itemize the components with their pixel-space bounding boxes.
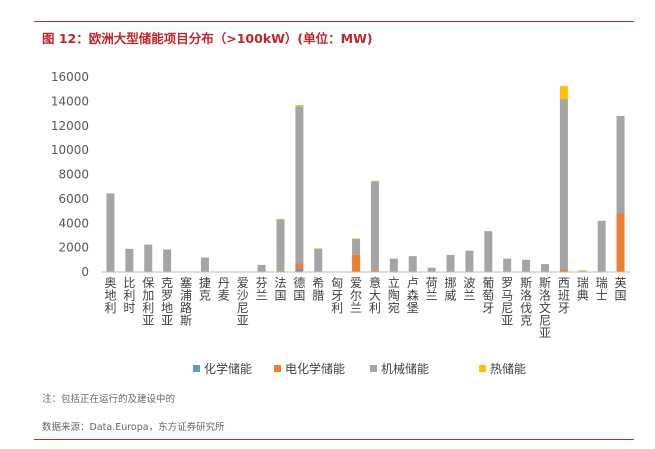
bar-segment <box>522 259 531 272</box>
bar-segment <box>144 244 153 272</box>
x-tick-label: 斯洛文尼亚 <box>539 276 551 340</box>
bar-segment <box>446 254 455 272</box>
x-tick-label: 塞浦路斯 <box>180 275 192 328</box>
bar-segment <box>352 238 361 240</box>
legend-label: 化学储能 <box>204 361 252 376</box>
bar-segment <box>370 181 379 271</box>
bar-segment <box>559 269 568 272</box>
bar-segment <box>295 105 304 107</box>
bar-segment <box>578 270 587 272</box>
header-rule <box>34 21 634 22</box>
bar-segment <box>408 256 417 272</box>
bar-segment <box>616 213 625 272</box>
bar-segment <box>370 270 379 272</box>
x-tick-label: 挪威 <box>445 276 457 303</box>
bar-segment <box>295 263 304 269</box>
x-axis-labels: 奥地利比利时保加利亚克罗地亚塞浦路斯捷克丹麦爱沙尼亚芬兰法国德国希腊匈牙利爱尔兰… <box>104 275 626 340</box>
x-tick-label: 波兰 <box>463 276 475 303</box>
x-tick-label: 西班牙 <box>558 276 570 315</box>
bar-segment <box>616 116 625 214</box>
y-tick-label: 2000 <box>58 241 89 255</box>
x-tick-label: 卢森堡 <box>407 275 419 315</box>
x-tick-label: 克罗地亚 <box>161 276 173 328</box>
y-tick-label: 16000 <box>51 70 89 84</box>
bar-segment <box>314 248 323 249</box>
y-tick-label: 10000 <box>51 143 89 157</box>
bar-segment <box>257 264 266 272</box>
y-tick-label: 0 <box>81 265 89 279</box>
x-tick-label: 荷兰 <box>426 276 438 303</box>
y-tick-label: 12000 <box>51 119 89 133</box>
bar-segment <box>295 268 304 272</box>
y-tick-label: 4000 <box>58 216 89 230</box>
footer-rule <box>34 439 634 440</box>
x-tick-label: 匈牙利 <box>331 276 343 315</box>
x-tick-label: 罗马尼亚 <box>501 276 513 328</box>
legend-label: 热储能 <box>490 361 526 376</box>
legend-label: 电化学储能 <box>285 361 345 376</box>
bar-segment <box>352 254 361 272</box>
x-tick-label: 法国 <box>274 276 286 303</box>
legend-swatch <box>479 365 486 372</box>
x-tick-label: 德国 <box>293 275 305 303</box>
legend-label: 机械储能 <box>381 361 429 376</box>
legend-swatch <box>193 365 200 372</box>
bar-segment <box>559 86 568 99</box>
bar-segment <box>389 258 398 272</box>
x-tick-label: 芬兰 <box>256 276 268 303</box>
bar-segment <box>484 231 493 272</box>
bar-segment <box>125 248 134 272</box>
x-tick-label: 意大利 <box>369 275 381 315</box>
x-tick-label: 瑞典 <box>577 276 589 303</box>
bar-segment <box>465 250 474 272</box>
bar-segment <box>578 270 587 271</box>
bar-segment <box>106 193 115 272</box>
y-tick-label: 8000 <box>58 168 89 182</box>
legend-swatch <box>370 365 377 372</box>
x-tick-label: 英国 <box>615 276 627 303</box>
x-tick-label: 希腊 <box>312 275 324 303</box>
bar-segment <box>295 106 304 264</box>
bar-segment <box>276 270 285 272</box>
bar-segment <box>370 180 379 182</box>
bar-segment <box>276 219 285 271</box>
bar-segment <box>427 267 436 272</box>
x-tick-label: 立陶宛 <box>388 275 400 315</box>
x-tick-label: 奥地利 <box>104 276 116 315</box>
bar-segment <box>314 248 323 272</box>
x-tick-label: 斯洛伐克 <box>520 276 532 328</box>
x-tick-label: 爱尔兰 <box>350 276 362 315</box>
bar-segment <box>503 258 512 272</box>
figure-title: 图 12：欧洲大型储能项目分布（>100kW）(单位：MW) <box>42 31 373 46</box>
data-source: 数据来源：Data.Europa，东方证券研究所 <box>42 422 225 433</box>
y-tick-label: 14000 <box>51 94 89 108</box>
bar-groups <box>106 86 625 273</box>
x-tick-label: 丹麦 <box>218 276 230 303</box>
chart-legend: 化学储能 电化学储能 机械储能 热储能 <box>193 361 526 376</box>
x-tick-label: 爱沙尼亚 <box>237 276 249 328</box>
bar-segment <box>540 264 549 272</box>
bar-segment <box>352 239 361 255</box>
bar-segment <box>163 249 172 272</box>
bar-segment <box>597 220 606 272</box>
bar-segment <box>559 98 568 270</box>
y-axis-ticks: 0 2000 4000 6000 8000 10000 12000 14000 16000 <box>51 70 89 279</box>
legend-swatch <box>274 365 281 372</box>
bar-segment <box>200 257 209 272</box>
x-tick-label: 比利时 <box>123 276 135 315</box>
x-tick-label: 瑞士 <box>596 276 608 303</box>
x-tick-label: 葡萄牙 <box>482 276 494 315</box>
y-tick-label: 6000 <box>58 192 89 206</box>
bar-segment <box>276 218 285 220</box>
footnote: 注：包括正在运行的及建设中的 <box>42 394 176 405</box>
x-tick-label: 保加利亚 <box>142 276 154 328</box>
x-tick-label: 捷克 <box>199 276 211 303</box>
